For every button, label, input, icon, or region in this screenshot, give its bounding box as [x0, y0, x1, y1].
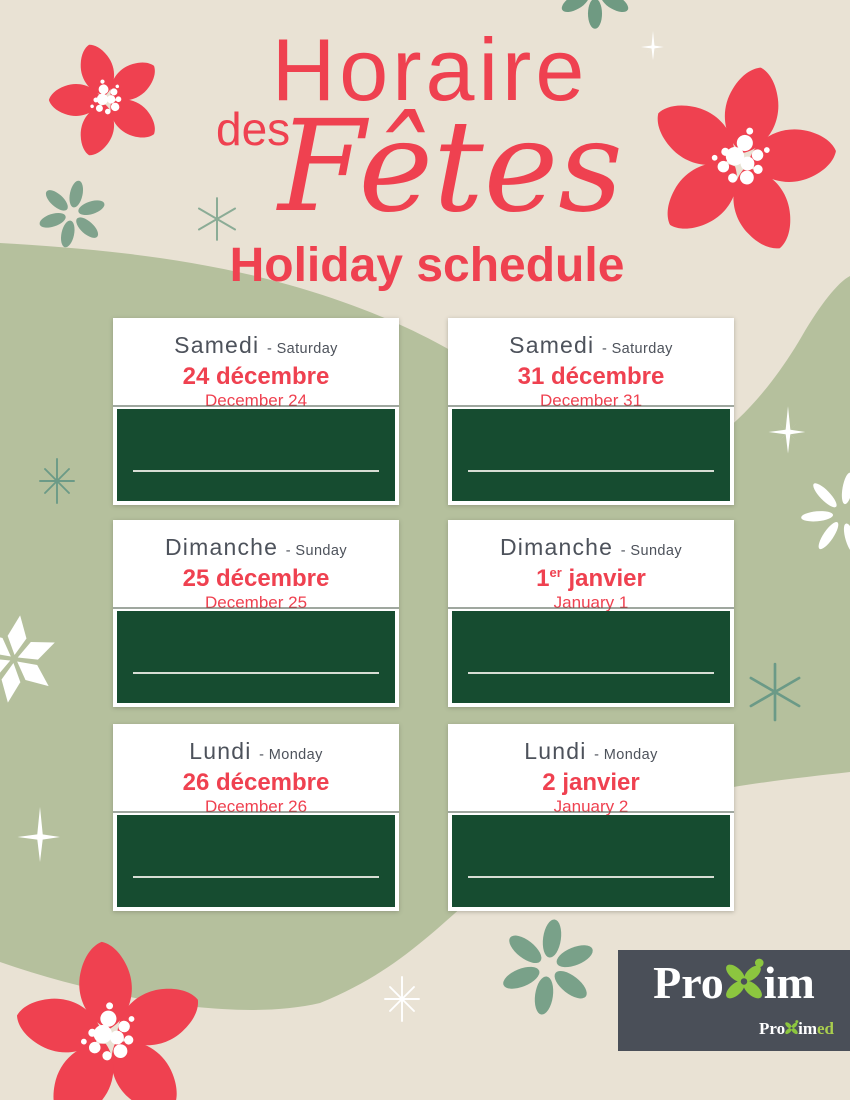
day-english: - Sunday [285, 543, 347, 559]
schedule-card-dec-26: Lundi - Monday 26 décembre December 26 [113, 724, 399, 911]
hours-fill-line [468, 469, 714, 472]
day-label: Samedi - Saturday [113, 318, 399, 363]
date-french: 26 décembre [182, 769, 330, 796]
schedule-card-jan-2: Lundi - Monday 2 janvier January 2 [448, 724, 734, 911]
day-french: Lundi [189, 738, 252, 764]
date-french: 24 décembre [182, 363, 330, 390]
date-english: December 31 [539, 391, 643, 410]
hours-box [117, 409, 395, 501]
logo-text-pre: Pro [653, 957, 724, 1008]
schedule-card-dec-31: Samedi - Saturday 31 décembre December 3… [448, 318, 734, 505]
hours-fill-line [133, 875, 379, 878]
tagline-text-mid: im [798, 1019, 817, 1038]
day-label: Dimanche - Sunday [113, 520, 399, 565]
schedule-card-dec-24: Samedi - Saturday 24 décembre December 2… [113, 318, 399, 505]
teal-flower-bottom-icon [495, 913, 601, 1021]
date-english: December 26 [204, 797, 308, 816]
teal-star-upper-left-icon [197, 197, 237, 241]
proxim-logo-box: Pro im Pro [618, 950, 850, 1051]
date-english: January 2 [553, 797, 629, 816]
hours-box [117, 815, 395, 907]
hours-box [452, 611, 730, 703]
divider [448, 607, 734, 609]
proxim-x-leaf-icon [723, 958, 765, 1004]
title-french-word-fetes: Fêtes [278, 93, 623, 240]
day-label: Samedi - Saturday [448, 318, 734, 363]
day-french: Dimanche [500, 534, 614, 560]
hours-fill-line [468, 875, 714, 878]
date-french: 1er janvier [536, 565, 646, 592]
date-english: December 25 [204, 593, 308, 612]
divider [113, 811, 399, 813]
day-english: - Monday [259, 747, 323, 763]
date-english: January 1 [553, 593, 629, 612]
title-french-word-des: des [216, 103, 291, 155]
title-french-word-horaire: Horaire [271, 20, 589, 119]
divider [448, 811, 734, 813]
divider [113, 405, 399, 407]
day-french: Lundi [524, 738, 587, 764]
hours-box [452, 815, 730, 907]
day-english: - Saturday [266, 341, 338, 357]
divider [448, 405, 734, 407]
date-english: December 24 [204, 391, 308, 410]
hours-fill-line [468, 671, 714, 674]
day-english: - Sunday [620, 543, 682, 559]
day-english: - Monday [594, 747, 658, 763]
date-french: 25 décembre [182, 565, 330, 592]
white-star-bottom-center-icon [384, 976, 420, 1022]
hours-fill-line [133, 671, 379, 674]
proximed-x-leaf-icon [784, 1019, 799, 1036]
day-french: Samedi [174, 332, 260, 358]
logo-text-post: im [763, 957, 815, 1008]
tagline-text-suffix: ed [817, 1019, 834, 1038]
date-french: 31 décembre [517, 363, 665, 390]
divider [113, 607, 399, 609]
day-label: Lundi - Monday [448, 724, 734, 769]
proxim-wordmark: Pro im [618, 957, 850, 1008]
day-label: Lundi - Monday [113, 724, 399, 769]
hours-box [452, 409, 730, 501]
schedule-card-dec-25: Dimanche - Sunday 25 décembre December 2… [113, 520, 399, 707]
day-label: Dimanche - Sunday [448, 520, 734, 565]
day-english: - Saturday [601, 341, 673, 357]
day-french: Dimanche [165, 534, 279, 560]
tagline-text-pre: Pro [758, 1019, 786, 1038]
schedule-card-jan-1: Dimanche - Sunday 1er janvier January 1 [448, 520, 734, 707]
date-french: 2 janvier [542, 769, 640, 796]
proximed-wordmark: Pro im ed [758, 1019, 834, 1038]
hours-fill-line [133, 469, 379, 472]
day-french: Samedi [509, 332, 595, 358]
hours-box [117, 611, 395, 703]
title-english: Holiday schedule [229, 239, 625, 292]
